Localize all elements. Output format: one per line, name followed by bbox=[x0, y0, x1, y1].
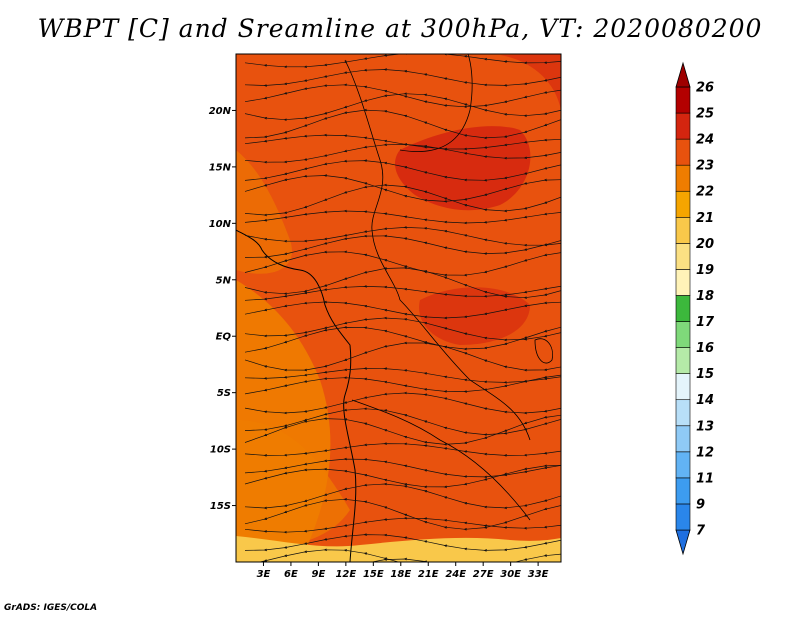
lat-tick-label: 5S bbox=[217, 388, 231, 399]
streamline bbox=[244, 209, 561, 225]
streamline bbox=[244, 54, 561, 69]
colorbar-box bbox=[675, 295, 691, 322]
lon-tick-label: 15E bbox=[363, 569, 384, 580]
colorbar-box bbox=[675, 164, 691, 192]
colorbar-label: 17 bbox=[696, 315, 715, 330]
streamline bbox=[244, 442, 561, 457]
colorbar-box bbox=[675, 477, 691, 505]
lon-tick-label: 21E bbox=[418, 569, 439, 580]
colorbar-box bbox=[675, 373, 691, 401]
colorbar-label: 13 bbox=[696, 419, 714, 434]
grads-credit: GrADS: IGES/COLA bbox=[4, 603, 98, 613]
streamline bbox=[244, 413, 561, 446]
colorbar-label: 14 bbox=[696, 393, 714, 408]
streamline bbox=[244, 159, 561, 182]
streamline bbox=[244, 68, 561, 87]
streamline bbox=[244, 300, 561, 320]
lon-tick-label: 24E bbox=[445, 569, 466, 580]
lon-tick-label: 12E bbox=[335, 569, 356, 580]
colorbar-box bbox=[675, 190, 691, 218]
streamline bbox=[244, 373, 561, 395]
colorbar-bottom-arrow bbox=[675, 529, 691, 556]
colorbar-label: 11 bbox=[696, 471, 714, 486]
lat-tick-label: 15S bbox=[210, 501, 231, 512]
colorbar-box bbox=[675, 399, 691, 427]
colorbar-label: 25 bbox=[696, 107, 714, 122]
colorbar-box bbox=[675, 503, 691, 531]
streamline bbox=[244, 108, 561, 140]
colorbar-label: 22 bbox=[696, 185, 714, 200]
colorbar-label: 7 bbox=[696, 524, 706, 539]
streamline bbox=[244, 234, 561, 259]
colorbar-label: 21 bbox=[696, 211, 714, 226]
lon-tick-label: 18E bbox=[390, 569, 411, 580]
colorbar-label: 24 bbox=[696, 133, 714, 148]
streamline bbox=[244, 183, 561, 217]
colorbar: 7 9 11 12 13 14 15 16 17 18 19 20 21 22 23 24 25 26 bbox=[675, 61, 715, 556]
lat-tick-label: 10N bbox=[209, 219, 232, 230]
colorbar-label: 15 bbox=[696, 367, 714, 382]
map-frame bbox=[235, 53, 562, 563]
colorbar-box bbox=[675, 425, 691, 453]
colorbar-box bbox=[675, 86, 691, 114]
streamline bbox=[244, 533, 561, 552]
colorbar-box bbox=[675, 138, 691, 166]
streamline bbox=[263, 557, 561, 562]
lon-tick-label: 27E bbox=[473, 569, 494, 580]
colorbar-box bbox=[675, 243, 691, 270]
colorbar-label: 26 bbox=[696, 81, 714, 96]
colorbar-label: 18 bbox=[696, 289, 714, 304]
colorbar-label: 23 bbox=[696, 159, 714, 174]
colorbar-label: 19 bbox=[696, 263, 714, 278]
lon-tick-label: 30E bbox=[500, 569, 521, 580]
lat-tick-label: EQ bbox=[216, 332, 232, 343]
colorbar-box bbox=[675, 347, 691, 374]
lat-tick-label: 10S bbox=[210, 445, 231, 456]
colorbar-label: 9 bbox=[696, 497, 705, 512]
colorbar-label: 16 bbox=[696, 341, 714, 356]
streamlines bbox=[244, 54, 561, 562]
colorbar-label: 20 bbox=[696, 237, 714, 252]
colorbar-box bbox=[675, 112, 691, 140]
longitude-axis: 3E 6E 9E 12E 15E 18E 21E 24E 27E 30E 33E bbox=[257, 562, 549, 580]
streamline bbox=[244, 516, 561, 534]
lat-tick-label: 5N bbox=[216, 275, 232, 286]
colorbar-box bbox=[675, 321, 691, 348]
lat-tick-label: 15N bbox=[209, 162, 232, 173]
map-title: WBPT [C] and Sreamline at 300hPa, VT: 20… bbox=[37, 14, 763, 43]
colorbar-label: 12 bbox=[696, 445, 714, 460]
lon-tick-label: 9E bbox=[311, 569, 325, 580]
map-area bbox=[236, 54, 561, 562]
streamline bbox=[244, 325, 561, 353]
lon-tick-label: 3E bbox=[257, 569, 271, 580]
lon-tick-label: 33E bbox=[528, 569, 549, 580]
latitude-axis: 20N 15N 10N 5N EQ 5S 10S 15S bbox=[209, 106, 236, 512]
streamline bbox=[244, 284, 561, 301]
lon-tick-label: 6E bbox=[284, 569, 298, 580]
colorbar-box bbox=[675, 451, 691, 479]
lat-tick-label: 20N bbox=[209, 106, 232, 117]
colorbar-box bbox=[675, 269, 691, 296]
colorbar-box bbox=[675, 216, 691, 244]
colorbar-top-arrow bbox=[675, 61, 691, 88]
